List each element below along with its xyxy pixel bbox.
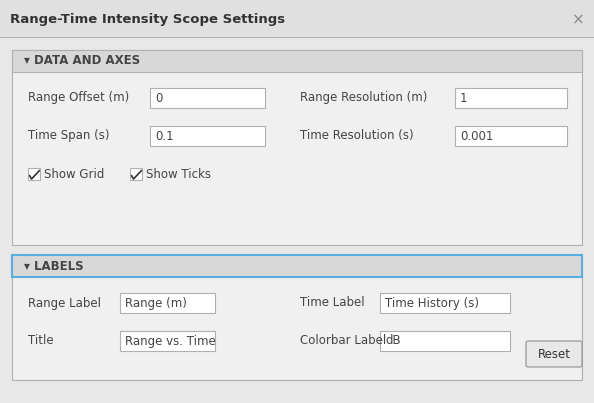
Bar	[130, 168, 142, 180]
Text: dB: dB	[385, 334, 400, 347]
Text: Time Span (s): Time Span (s)	[28, 129, 109, 143]
Text: Show Grid: Show Grid	[44, 168, 105, 181]
Text: Range-Time Intensity Scope Settings: Range-Time Intensity Scope Settings	[10, 12, 285, 25]
Text: 1: 1	[460, 91, 467, 104]
Text: Title: Title	[28, 334, 53, 347]
Text: Time History (s): Time History (s)	[385, 297, 479, 310]
Text: Range Label: Range Label	[28, 297, 101, 310]
Text: Range Resolution (m): Range Resolution (m)	[300, 91, 427, 104]
Text: 0.001: 0.001	[460, 129, 494, 143]
Bar	[150, 88, 265, 108]
Text: Range vs. Time: Range vs. Time	[125, 334, 216, 347]
Bar	[12, 255, 582, 277]
Bar	[455, 126, 567, 146]
Bar	[12, 50, 582, 72]
Text: ×: ×	[571, 12, 584, 27]
Bar	[380, 293, 510, 313]
Bar	[120, 331, 215, 351]
Bar	[120, 293, 215, 313]
Bar	[0, 37, 594, 38]
Bar	[12, 255, 582, 380]
Text: Range Offset (m): Range Offset (m)	[28, 91, 129, 104]
Text: 0: 0	[155, 91, 162, 104]
Text: 0.1: 0.1	[155, 129, 173, 143]
Bar	[455, 88, 567, 108]
Text: Show Ticks: Show Ticks	[146, 168, 211, 181]
Text: Colorbar Label: Colorbar Label	[300, 334, 386, 347]
Bar	[12, 50, 582, 245]
Text: ▾ LABELS: ▾ LABELS	[24, 260, 84, 272]
Bar	[380, 331, 510, 351]
Text: Range (m): Range (m)	[125, 297, 187, 310]
Bar	[150, 126, 265, 146]
Bar	[28, 168, 40, 180]
Text: ▾ DATA AND AXES: ▾ DATA AND AXES	[24, 54, 140, 67]
Bar	[0, 0, 594, 38]
Text: Reset: Reset	[538, 347, 570, 361]
Text: Time Resolution (s): Time Resolution (s)	[300, 129, 413, 143]
Text: Time Label: Time Label	[300, 297, 365, 310]
FancyBboxPatch shape	[526, 341, 582, 367]
